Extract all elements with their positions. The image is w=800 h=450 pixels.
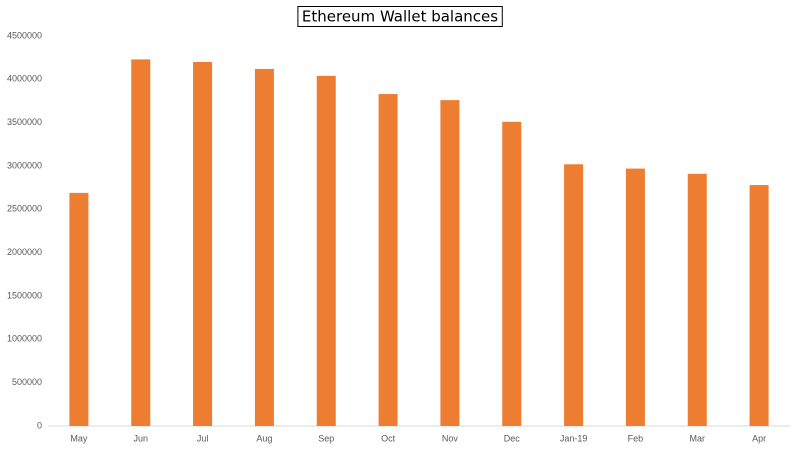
bar (687, 173, 707, 426)
bar (193, 62, 213, 426)
y-tick-label: 2000000 (7, 247, 42, 257)
bar (502, 121, 522, 427)
bar (316, 75, 336, 426)
y-tick-label: 4000000 (7, 74, 42, 84)
chart-title: Ethereum Wallet balances (302, 8, 498, 26)
bar (69, 192, 89, 426)
x-tick-label: Mar (690, 433, 706, 443)
y-tick-label: 500000 (12, 377, 42, 387)
x-tick-label: Jan-19 (560, 433, 588, 443)
x-tick-label: Sep (318, 433, 334, 443)
y-tick-label: 3000000 (7, 160, 42, 170)
y-tick-label: 1000000 (7, 334, 42, 344)
y-tick-label: 1500000 (7, 290, 42, 300)
y-tick-label: 3500000 (7, 117, 42, 127)
x-tick-label: Jul (197, 433, 209, 443)
x-tick-label: Apr (752, 433, 766, 443)
bar (625, 168, 645, 426)
bar (749, 185, 769, 426)
x-tick-label: Jun (133, 433, 148, 443)
bar (378, 94, 398, 427)
x-tick-label: May (70, 433, 88, 443)
bar (440, 100, 460, 426)
title-box (297, 6, 503, 27)
y-tick-label: 2500000 (7, 204, 42, 214)
x-tick-label: Feb (628, 433, 644, 443)
bar (564, 164, 584, 426)
y-tick-label: 4500000 (7, 30, 42, 40)
x-tick-label: Nov (442, 433, 459, 443)
x-tick-label: Dec (504, 433, 521, 443)
x-tick-label: Oct (381, 433, 396, 443)
x-tick-label: Aug (256, 433, 272, 443)
bar (254, 68, 274, 426)
bar (131, 59, 151, 427)
y-tick-label: 0 (37, 420, 42, 430)
